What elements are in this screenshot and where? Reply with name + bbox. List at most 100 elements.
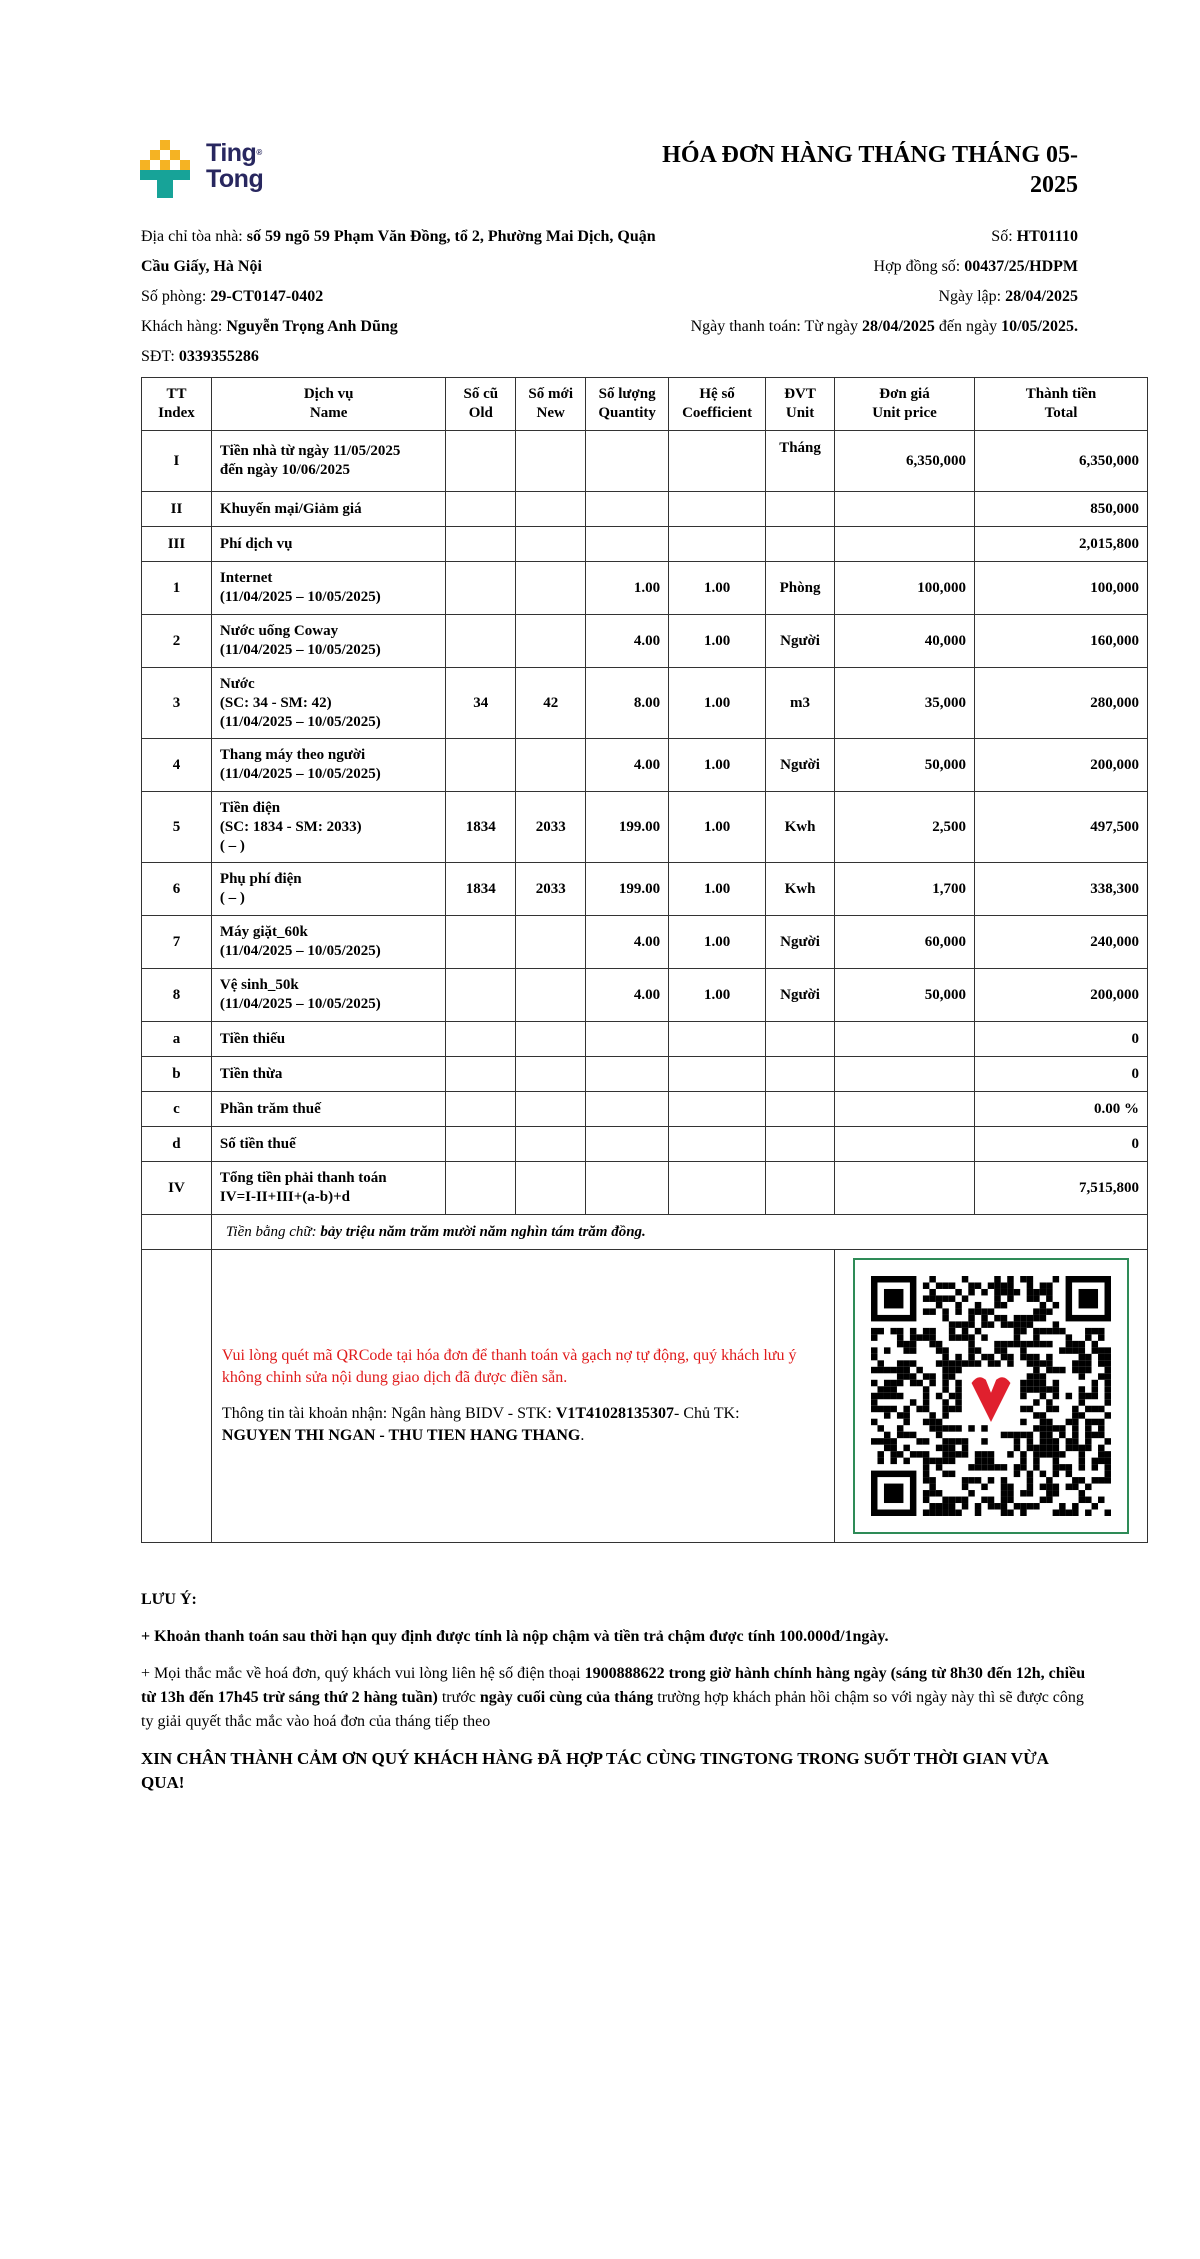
qr-code-frame xyxy=(853,1258,1129,1534)
customer-info: Địa chỉ tòa nhà: số 59 ngõ 59 Phạm Văn Đ… xyxy=(141,222,661,372)
row-index: 5 xyxy=(141,791,212,863)
row-index: 8 xyxy=(141,968,212,1022)
table-row: 3 Nước (SC: 34 - SM: 42) (11/04/2025 – 10/0… xyxy=(141,667,1149,739)
coefficient xyxy=(668,1021,767,1057)
column-header: Số mới New xyxy=(515,377,587,431)
line-total: 7,515,800 xyxy=(973,1161,1149,1215)
row-index: b xyxy=(141,1056,212,1092)
quantity xyxy=(585,1091,670,1127)
column-header: Thành tiền Total xyxy=(973,377,1149,431)
quantity: 4.00 xyxy=(585,614,670,668)
amount-in-words-row: Tiền bằng chữ: bảy triệu năm trăm mười n… xyxy=(141,1214,1149,1250)
service-name: Phụ phí điện( – ) xyxy=(210,862,447,916)
unit xyxy=(765,1126,836,1162)
service-name: Phần trăm thuế xyxy=(210,1091,447,1127)
qr-notice: Vui lòng quét mã QRCode tại hóa đơn để t… xyxy=(221,1347,797,1386)
unit-price xyxy=(834,1021,975,1057)
unit-price: 60,000 xyxy=(834,915,975,969)
unit: Người xyxy=(765,738,836,792)
row-index: 6 xyxy=(141,862,212,916)
coefficient: 1.00 xyxy=(668,968,767,1022)
service-name: Tiền thừa xyxy=(210,1056,447,1092)
new-reading xyxy=(515,738,587,792)
empty-cell xyxy=(141,1214,212,1250)
line-total: 338,300 xyxy=(973,862,1149,916)
thanks-message: XIN CHÂN THÀNH CẢM ƠN QUÝ KHÁCH HÀNG ĐÃ … xyxy=(141,1749,1048,1792)
unit: Người xyxy=(765,614,836,668)
line-total: 2,015,800 xyxy=(973,526,1149,562)
old-reading xyxy=(445,1126,517,1162)
new-reading xyxy=(515,1021,587,1057)
old-reading xyxy=(445,491,517,527)
table-row: 2 Nước uống Coway (11/04/2025 – 10/05/2025… xyxy=(141,614,1149,668)
contact-note: + Mọi thắc mắc về hoá đơn, quý khách vui… xyxy=(141,1665,1086,1730)
quantity: 199.00 xyxy=(585,791,670,863)
unit-price: 40,000 xyxy=(834,614,975,668)
old-reading xyxy=(445,614,517,668)
service-name: Nước (SC: 34 - SM: 42) (11/04/2025 – 10/05… xyxy=(210,667,447,739)
notes-heading: LƯU Ý: xyxy=(141,1591,197,1608)
quantity xyxy=(585,526,670,562)
old-reading xyxy=(445,968,517,1022)
table-row: I Tiền nhà từ ngày 11/05/2025 đến ngày 10/… xyxy=(141,430,1149,492)
unit-price xyxy=(834,1161,975,1215)
unit: m3 xyxy=(765,667,836,739)
service-name: Khuyến mại/Giảm giá xyxy=(210,491,447,527)
quantity: 199.00 xyxy=(585,862,670,916)
column-header: ĐVT Unit xyxy=(765,377,836,431)
invoice-number: Số: HT01110 xyxy=(991,228,1078,245)
invoice-meta: Số: HT01110 Hợp đồng số: 00437/25/HDPM N… xyxy=(478,222,1078,342)
unit-price: 2,500 xyxy=(834,791,975,863)
new-reading: 2033 xyxy=(515,791,587,863)
coefficient xyxy=(668,526,767,562)
table-row: II Khuyến mại/Giảm giá 850,000 xyxy=(141,491,1149,527)
row-index: 4 xyxy=(141,738,212,792)
unit xyxy=(765,1091,836,1127)
row-index: III xyxy=(141,526,212,562)
coefficient: 1.00 xyxy=(668,915,767,969)
column-header: Số lượng Quantity xyxy=(585,377,670,431)
table-row: d Số tiền thuế 0 xyxy=(141,1126,1149,1162)
notes-section: LƯU Ý: + Khoản thanh toán sau thời hạn q… xyxy=(141,1588,1091,1808)
unit-price xyxy=(834,1126,975,1162)
old-reading xyxy=(445,430,517,492)
line-total: 850,000 xyxy=(973,491,1149,527)
table-row: III Phí dịch vụ 2,015,800 xyxy=(141,526,1149,562)
qr-code-icon[interactable] xyxy=(871,1276,1111,1516)
line-total: 100,000 xyxy=(973,561,1149,615)
unit-price xyxy=(834,526,975,562)
new-reading xyxy=(515,430,587,492)
table-row: 6 Phụ phí điện( – ) 1834 2033 199.00 1.00 Kwh 1… xyxy=(141,862,1149,916)
amount-in-words: Tiền bằng chữ: bảy triệu năm trăm mười n… xyxy=(210,1214,1149,1250)
new-reading xyxy=(515,561,587,615)
quantity xyxy=(585,1161,670,1215)
quantity: 4.00 xyxy=(585,915,670,969)
old-reading xyxy=(445,1161,517,1215)
quantity: 4.00 xyxy=(585,968,670,1022)
coefficient xyxy=(668,1161,767,1215)
table-row: c Phần trăm thuế 0.00 % xyxy=(141,1091,1149,1127)
unit-price: 35,000 xyxy=(834,667,975,739)
coefficient: 1.00 xyxy=(668,667,767,739)
unit-price: 50,000 xyxy=(834,968,975,1022)
heart-logo-icon xyxy=(971,1377,1011,1422)
quantity xyxy=(585,1021,670,1057)
line-total: 200,000 xyxy=(973,968,1149,1022)
new-reading: 42 xyxy=(515,667,587,739)
line-total: 240,000 xyxy=(973,915,1149,969)
new-reading xyxy=(515,1091,587,1127)
new-reading xyxy=(515,491,587,527)
line-total: 160,000 xyxy=(973,614,1149,668)
new-reading xyxy=(515,1126,587,1162)
customer-phone: SĐT: 0339355286 xyxy=(141,348,259,365)
quantity xyxy=(585,430,670,492)
contract-number: Hợp đồng số: 00437/25/HDPM xyxy=(873,258,1078,275)
coefficient xyxy=(668,1056,767,1092)
coefficient xyxy=(668,1091,767,1127)
coefficient xyxy=(668,1126,767,1162)
unit-price: 50,000 xyxy=(834,738,975,792)
table-row: 7 Máy giặt_60k (11/04/2025 – 10/05/2025) 4.… xyxy=(141,915,1149,969)
service-name: Internet (11/04/2025 – 10/05/2025) xyxy=(210,561,447,615)
unit: Người xyxy=(765,968,836,1022)
row-index: 3 xyxy=(141,667,212,739)
